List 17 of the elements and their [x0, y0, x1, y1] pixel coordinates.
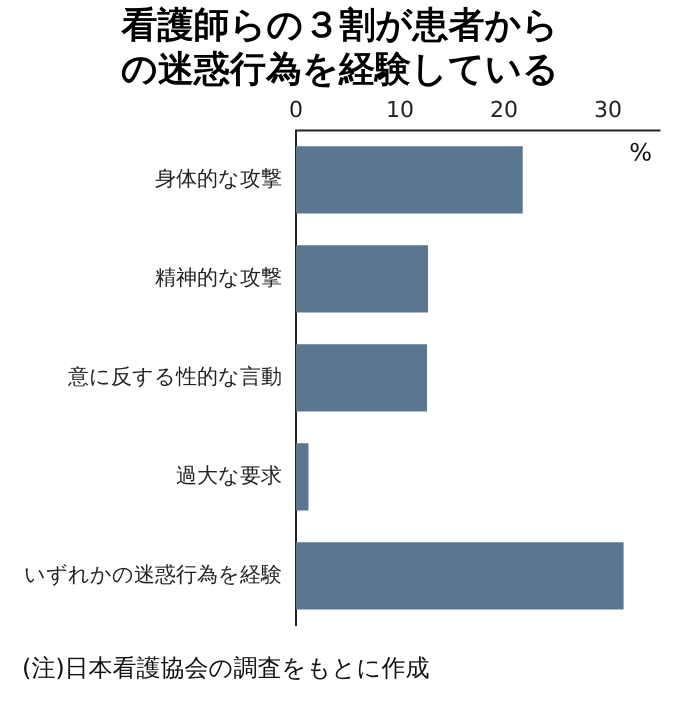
x-tick-label: 0 [289, 98, 303, 123]
bar [296, 245, 428, 313]
y-tick-label: いずれかの迷惑行為を経験 [24, 562, 282, 586]
y-tick-label: 過大な要求 [176, 463, 282, 488]
y-tick-label: 精神的な攻撃 [155, 265, 282, 290]
bar [296, 443, 308, 511]
bar [296, 542, 624, 610]
chart-title: 看護師らの３割が患者からの迷惑行為を経験している [120, 4, 560, 92]
bar [296, 344, 428, 412]
x-tick-label: 10 [386, 98, 414, 123]
x-axis-title: % [629, 138, 652, 167]
x-tick-label: 30 [594, 98, 622, 123]
y-tick-label: 身体的な攻撃 [155, 166, 282, 190]
x-tick-label: 20 [490, 98, 518, 123]
y-tick-label: 意に反する性的な言動 [67, 364, 282, 388]
text: (注)日本看護協会の調査をもとに作成 [22, 653, 431, 684]
bar [296, 146, 523, 214]
